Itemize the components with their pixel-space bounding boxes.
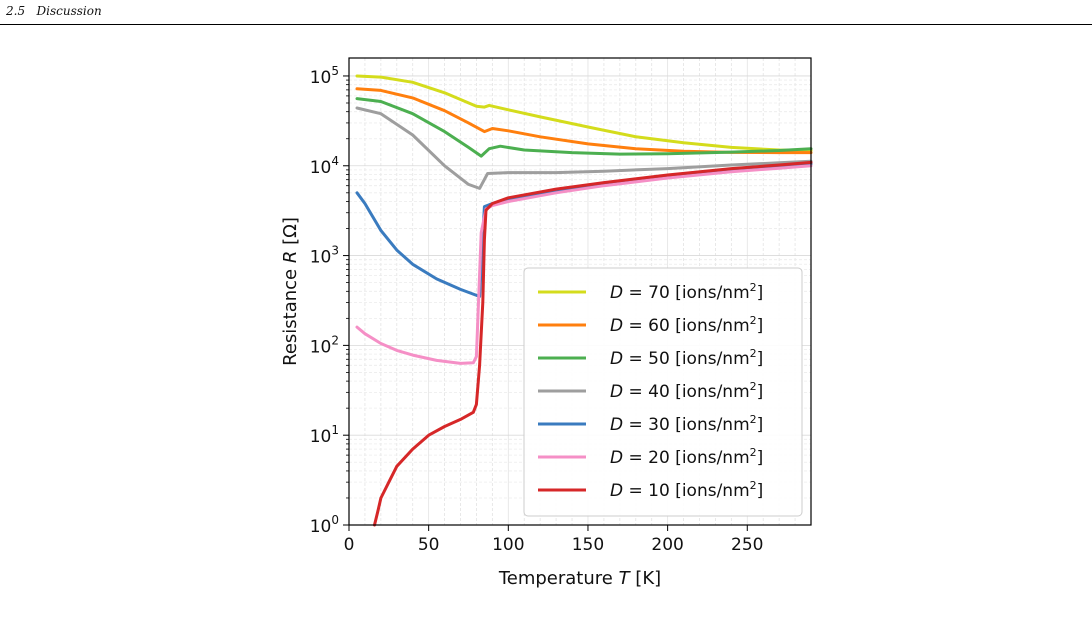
legend-label: D = 60 [ions/nm2]	[610, 314, 763, 336]
x-tick-label: 150	[572, 535, 604, 555]
axis-labels: Temperature T [K] Resistance R [Ω]	[280, 217, 661, 589]
legend-label: D = 10 [ions/nm2]	[610, 479, 763, 501]
x-tick-label: 200	[651, 535, 683, 555]
y-tick-label: 101	[310, 423, 339, 447]
series-line-70	[355, 74, 813, 152]
legend-label: D = 40 [ions/nm2]	[610, 380, 763, 402]
legend[interactable]: D = 70 [ions/nm2] D = 60 [ions/nm2] D = 50…	[523, 267, 803, 517]
x-tick-label: 50	[418, 535, 440, 555]
x-tick-label: 0	[344, 535, 355, 555]
x-tick-label: 250	[731, 535, 763, 555]
x-tick-label: 100	[492, 535, 524, 555]
legend-label: D = 50 [ions/nm2]	[610, 347, 763, 369]
section-title: Discussion	[36, 4, 102, 18]
y-tick-label: 102	[310, 333, 339, 357]
legend-label: D = 20 [ions/nm2]	[610, 446, 763, 468]
series-line-10	[373, 160, 813, 527]
legend-box	[523, 267, 803, 517]
series-line-20	[355, 164, 813, 365]
legend-label: D = 70 [ions/nm2]	[610, 281, 763, 303]
header-rule	[0, 24, 1092, 25]
legend-label: D = 30 [ions/nm2]	[610, 413, 763, 435]
section-number: 2.5	[6, 4, 26, 18]
x-axis-label: Temperature T [K]	[498, 568, 661, 589]
y-tick-label: 105	[310, 64, 339, 88]
y-axis-label: Resistance R [Ω]	[280, 217, 301, 366]
y-tick-label: 100	[310, 513, 339, 537]
ticks: 0 50 100 150 200 250 100 101 102 103 104 105	[310, 64, 764, 555]
series-line-40	[355, 106, 813, 190]
section-header: 2.5 Discussion	[6, 4, 102, 18]
series-layer	[355, 74, 813, 527]
y-tick-label: 103	[310, 244, 339, 268]
series-line-50	[355, 97, 813, 158]
y-tick-label: 104	[310, 154, 339, 178]
